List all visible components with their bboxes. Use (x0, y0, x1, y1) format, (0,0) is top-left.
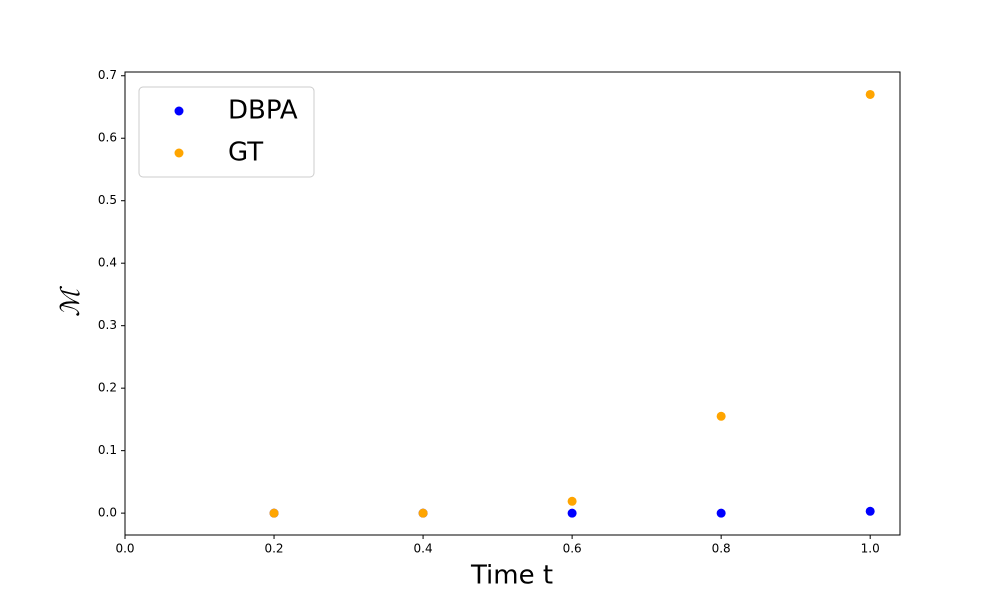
x-tick-label: 0.8 (712, 542, 731, 556)
scatter-point (418, 508, 428, 518)
y-tick-label: 0.4 (98, 256, 117, 270)
x-tick-label: 0.2 (264, 542, 283, 556)
scatter-point (865, 506, 875, 516)
y-tick-label: 0.0 (98, 506, 117, 520)
x-tick-label: 0.4 (414, 542, 433, 556)
x-tick-label: 0.6 (563, 542, 582, 556)
scatter-point (269, 508, 279, 518)
y-tick-label: 0.7 (98, 68, 117, 82)
legend-marker (174, 148, 184, 158)
y-tick-label: 0.5 (98, 193, 117, 207)
x-tick-label: 0.0 (115, 542, 134, 556)
x-tick-label: 1.0 (861, 542, 880, 556)
y-tick-label: 0.6 (98, 131, 117, 145)
y-axis-label: ℳ (56, 286, 86, 317)
y-tick-label: 0.1 (98, 443, 117, 457)
plot-frame (124, 71, 901, 536)
scatter-point (716, 508, 726, 518)
legend-label: GT (228, 138, 263, 168)
scatter-point (716, 411, 726, 421)
y-tick-label: 0.3 (98, 318, 117, 332)
scatter-point (567, 508, 577, 518)
scatter-point (567, 496, 577, 506)
legend-marker (174, 106, 184, 116)
legend-label: DBPA (228, 96, 298, 126)
scatter-point (865, 89, 875, 99)
y-tick-label: 0.2 (98, 381, 117, 395)
x-axis-label: Time t (470, 561, 553, 591)
